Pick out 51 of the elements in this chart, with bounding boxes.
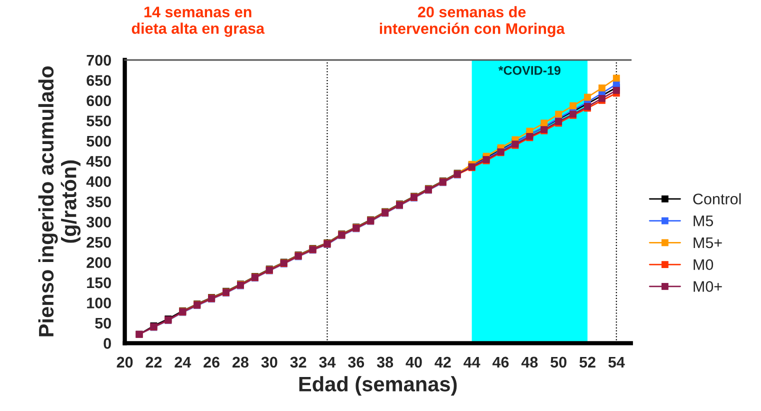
y-tick-label: 250 — [86, 236, 111, 248]
y-tick-label: 450 — [86, 156, 111, 167]
y-axis-title: Pienso ingerido acumulado (g/ratón) — [38, 66, 81, 336]
legend-label: M0+ — [694, 281, 722, 292]
text: 14 semanas en dieta alta en grasa — [132, 6, 265, 37]
y-tick-label: 650 — [86, 75, 111, 86]
x-tick-label: 34 — [319, 356, 336, 368]
x-tick-label: 40 — [406, 356, 422, 368]
x-tick-label: 22 — [146, 356, 162, 368]
legend-label: Control — [693, 193, 741, 204]
x-axis-title: Edad (semanas) — [299, 376, 457, 396]
legend-label: M5 — [694, 216, 714, 226]
x-tick-label: 20 — [116, 356, 133, 368]
x-tick-label: 54 — [608, 356, 625, 368]
y-tick-label: 100 — [87, 298, 111, 308]
y-tick-label: 500 — [86, 136, 111, 147]
point — [570, 102, 577, 110]
x-tick-label: 46 — [492, 356, 509, 368]
point — [584, 94, 591, 101]
y-tick-label: 350 — [86, 196, 111, 208]
y-tick-label: 200 — [86, 257, 111, 268]
x-tick-label: 52 — [579, 356, 596, 368]
point — [612, 74, 620, 82]
y-tick-label: 600 — [86, 95, 111, 106]
x-tick-label: 30 — [261, 356, 278, 368]
point — [598, 94, 606, 102]
x-tick-label: 42 — [434, 356, 451, 368]
point — [555, 110, 562, 118]
x-tick-label: 28 — [232, 356, 249, 368]
point — [540, 120, 548, 127]
x-tick-label: 38 — [376, 356, 394, 368]
y-tick-label: 50 — [95, 318, 111, 329]
x-tick-label: 32 — [290, 356, 306, 368]
x-tick-label: 48 — [521, 356, 538, 368]
y-tick-label: 300 — [86, 216, 111, 228]
x-tick-label: 50 — [550, 356, 566, 368]
legend-label: M5+ — [694, 238, 722, 248]
y-tick-label: 400 — [86, 176, 111, 188]
y-tick-label: 0 — [104, 338, 111, 349]
x-tick-label: 26 — [204, 356, 220, 368]
y-tick-label: 550 — [86, 116, 111, 126]
point — [612, 86, 620, 94]
point — [598, 84, 606, 92]
text: 20 semanas de intervención con Moringa — [380, 6, 565, 38]
legend-label: M0 — [694, 259, 714, 270]
band-label: *COVID-19 — [498, 66, 560, 75]
x-tick-label: 24 — [174, 356, 192, 368]
x-tick-label: 44 — [464, 356, 480, 368]
y-tick-label: 700 — [86, 54, 111, 66]
y-tick-label: 150 — [87, 277, 111, 288]
x-tick-label: 36 — [348, 356, 364, 368]
